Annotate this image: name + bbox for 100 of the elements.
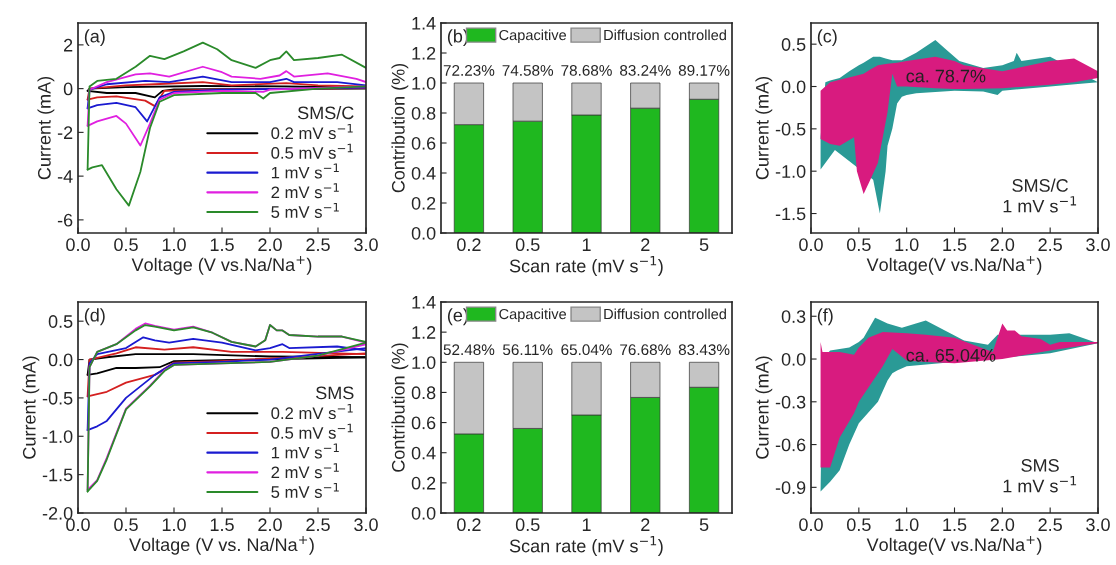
x-tick-label: 0.2 (457, 518, 481, 532)
x-tick-label: 2.0 (990, 518, 1015, 532)
x-tick-label: 5 (699, 518, 709, 532)
legend-label: 0.5 mV s$^{−1}$ (271, 423, 353, 439)
x-axis-title: Scan rate (mV s$^{−1}$) (509, 536, 663, 556)
x-tick-label: 5 (699, 238, 709, 252)
x-axis-title: Voltage (V vs. Na/Na$^{+}$) (129, 536, 314, 555)
y-tick-label: 0.3 (781, 310, 806, 323)
y-tick-label: 1.0 (412, 76, 436, 90)
y-tick-label: 0.4 (411, 166, 436, 180)
x-tick-label: 2.0 (258, 518, 282, 532)
y-tick-label: 0.8 (411, 386, 436, 400)
x-tick-label: 3.0 (1086, 518, 1110, 532)
legend-label: 0.2 mV s$^{−1}$ (271, 404, 353, 420)
x-tick-label: 0.5 (515, 238, 540, 252)
x-tick-label: 0.5 (846, 518, 871, 532)
annotation: 72.23% (443, 65, 495, 76)
y-tick-label: -1.5 (42, 468, 73, 482)
y-axis-title: Current (mA) (755, 356, 773, 459)
x-tick-label: 3.0 (354, 518, 378, 532)
y-tick-label: 0 (63, 82, 73, 96)
x-tick-label: 2.0 (258, 238, 282, 252)
annotation: (d) (84, 308, 105, 326)
x-tick-label: 2.0 (990, 238, 1015, 252)
legend-label: 5 mV s$^{−1}$ (271, 202, 339, 218)
annotation: 74.58% (502, 65, 554, 76)
x-tick-label: 3.0 (1086, 238, 1110, 252)
x-tick-label: 2 (641, 238, 650, 251)
annotation: (a) (84, 29, 105, 47)
y-tick-label: 1.4 (412, 17, 436, 30)
legend-title: SMS (316, 386, 354, 400)
legend-label: Diffusion controlled (604, 308, 726, 320)
x-axis-title: Voltage(V vs.Na/Na$^{+}$) (866, 536, 1042, 555)
x-axis-title: Voltage(V vs.Na/Na$^{+}$) (866, 256, 1042, 275)
x-tick-label: 2.5 (1038, 238, 1062, 252)
annotation: (f) (817, 308, 833, 326)
x-tick-label: 3.0 (354, 238, 378, 252)
x-tick-label: 1.5 (943, 518, 967, 532)
x-tick-label: 1 (582, 518, 591, 531)
y-tick-label: 0.0 (48, 353, 73, 367)
annotation: SMS 1 mV s$^{−1}$ (1003, 459, 1077, 493)
y-tick-label: 0.0 (781, 80, 806, 94)
annotation: 83.43% (678, 344, 730, 356)
x-tick-label: 0.2 (457, 238, 481, 252)
legend-label: Capacitive (499, 29, 567, 44)
annotation: SMS/C 1 mV s$^{−1}$ (1003, 178, 1077, 213)
y-tick-label: 0.8 (411, 106, 436, 120)
annotation: 65.04% (561, 344, 612, 356)
x-tick-label: 1.0 (162, 238, 186, 252)
legend-label: 2 mV s$^{−1}$ (271, 463, 339, 479)
legend-label: 1 mV s$^{−1}$ (271, 443, 339, 459)
x-tick-label: 0.0 (799, 518, 823, 532)
legend-label: 1 mV s$^{−1}$ (271, 163, 339, 179)
y-tick-label: 0.5 (781, 38, 806, 51)
y-tick-label: 0.0 (781, 352, 806, 366)
y-tick-label: 0.6 (411, 136, 436, 150)
y-tick-label: 1.2 (412, 46, 436, 60)
y-tick-label: -0.5 (775, 122, 806, 136)
y-tick-label: 1.4 (412, 296, 436, 309)
y-tick-label: 0.2 (411, 196, 436, 210)
y-tick-label: -2.0 (42, 506, 73, 520)
y-tick-label: 0.0 (411, 506, 436, 520)
y-tick-label: -6 (57, 213, 73, 227)
y-tick-label: 0.0 (411, 226, 436, 240)
annotation: 78.68% (561, 65, 612, 76)
x-tick-label: 2 (641, 518, 650, 531)
x-tick-label: 1.0 (162, 518, 186, 532)
y-axis-title: Contribution (%) (391, 63, 409, 193)
x-tick-label: 0.5 (114, 518, 138, 532)
x-axis-title: Voltage (V vs.Na/Na$^{+}$) (131, 256, 312, 275)
y-tick-label: 1.2 (412, 326, 436, 339)
y-tick-label: 0.4 (411, 446, 436, 460)
y-tick-label: -1.0 (42, 430, 73, 443)
y-tick-label: 0.5 (48, 315, 73, 328)
y-axis-title: Current (mA) (755, 76, 773, 180)
y-tick-label: -0.5 (42, 391, 73, 405)
y-tick-label: -1.0 (775, 165, 806, 178)
x-tick-label: 1.5 (210, 518, 234, 532)
legend-label: 5 mV s$^{−1}$ (271, 482, 339, 498)
x-tick-label: 1.0 (895, 238, 919, 252)
x-tick-label: 2.5 (306, 518, 330, 532)
annotation: (c) (817, 29, 837, 47)
legend-title: SMS/C (297, 105, 354, 120)
x-axis-title: Scan rate (mV s$^{−1}$) (509, 256, 663, 276)
y-tick-label: 0.2 (411, 476, 436, 490)
annotation: 89.17% (678, 65, 730, 76)
y-tick-label: -0.3 (775, 395, 806, 409)
y-axis-title: Contribution (%) (391, 343, 409, 472)
x-tick-label: 1.0 (895, 518, 919, 532)
legend-label: 0.2 mV s$^{−1}$ (271, 124, 353, 140)
x-tick-label: 2.5 (306, 238, 330, 252)
y-tick-label: -0.9 (775, 481, 806, 495)
y-tick-label: -2 (57, 126, 73, 139)
x-tick-label: 0.5 (515, 518, 540, 532)
x-tick-label: 0.5 (846, 238, 871, 252)
y-axis-title: Current (mA) (37, 76, 55, 180)
x-tick-label: 0.5 (114, 238, 138, 252)
y-tick-label: -1.5 (775, 207, 806, 221)
legend-label: 2 mV s$^{−1}$ (271, 183, 339, 199)
x-tick-label: 1.5 (210, 238, 234, 252)
